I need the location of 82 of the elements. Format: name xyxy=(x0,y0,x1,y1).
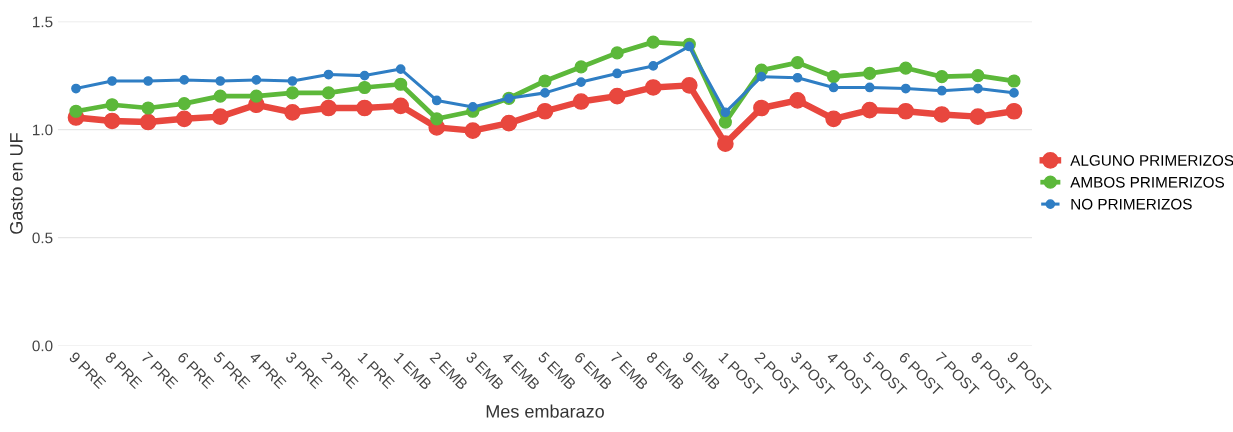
point xyxy=(1007,74,1021,88)
point xyxy=(143,76,154,86)
point xyxy=(320,99,337,117)
point xyxy=(935,70,949,84)
point xyxy=(395,64,406,74)
point xyxy=(610,46,624,60)
legend-label: NO PRIMERIZOS xyxy=(1071,198,1192,210)
point xyxy=(900,83,911,94)
point xyxy=(971,69,985,83)
point xyxy=(321,86,336,100)
point xyxy=(536,102,554,120)
point xyxy=(175,110,193,128)
legend-label: ALGUNO PRIMERIZOS xyxy=(1070,155,1233,166)
point xyxy=(105,98,119,112)
point xyxy=(828,82,839,93)
point xyxy=(969,108,987,125)
point xyxy=(684,41,695,52)
point xyxy=(1009,88,1019,98)
x-axis-title: Mes embarazo xyxy=(486,404,604,418)
point xyxy=(753,99,770,117)
point xyxy=(139,113,157,131)
point xyxy=(213,89,227,103)
point xyxy=(899,61,913,75)
point xyxy=(358,80,372,95)
point xyxy=(392,97,410,115)
point xyxy=(973,83,983,94)
point xyxy=(538,74,552,88)
point xyxy=(574,60,588,74)
point xyxy=(141,101,155,115)
point xyxy=(756,71,767,82)
y-tick-label: 1.5 xyxy=(33,16,53,28)
point xyxy=(864,82,875,93)
point xyxy=(359,70,370,81)
point xyxy=(323,69,334,80)
point xyxy=(251,75,262,85)
point xyxy=(356,99,373,117)
point xyxy=(464,122,482,140)
point xyxy=(789,92,806,109)
point xyxy=(69,104,83,118)
point xyxy=(863,66,877,81)
point xyxy=(717,135,734,152)
point xyxy=(285,86,300,100)
point xyxy=(287,76,298,86)
point xyxy=(825,110,842,128)
point xyxy=(648,61,659,71)
point xyxy=(103,112,121,130)
point xyxy=(718,115,732,129)
point xyxy=(680,76,698,94)
point xyxy=(790,56,805,70)
point xyxy=(576,77,586,87)
point xyxy=(933,106,951,123)
point xyxy=(644,79,662,96)
point xyxy=(572,93,590,110)
point xyxy=(936,85,947,96)
point xyxy=(284,103,301,121)
point xyxy=(71,83,81,94)
point xyxy=(612,68,623,79)
point xyxy=(792,72,803,83)
point xyxy=(249,89,263,103)
point xyxy=(179,75,190,85)
y-tick-label: 0.0 xyxy=(32,340,53,352)
point xyxy=(608,87,626,105)
point xyxy=(646,35,660,49)
point xyxy=(107,76,117,86)
legend-label: AMBOS PRIMERIZOS xyxy=(1070,176,1225,188)
point xyxy=(500,114,518,132)
point xyxy=(467,102,478,112)
point xyxy=(211,108,229,125)
point xyxy=(540,88,550,98)
y-tick-label: 1.0 xyxy=(33,124,53,136)
point xyxy=(394,77,408,91)
point xyxy=(431,95,442,106)
point xyxy=(177,97,191,111)
point xyxy=(720,107,731,118)
point xyxy=(827,70,841,84)
y-tick-label: 0.5 xyxy=(32,232,53,244)
y-axis-title: Gasto en UF xyxy=(9,133,23,234)
point xyxy=(897,102,915,120)
point xyxy=(861,101,879,119)
point xyxy=(1005,102,1023,120)
point xyxy=(215,76,226,86)
point xyxy=(430,112,444,126)
